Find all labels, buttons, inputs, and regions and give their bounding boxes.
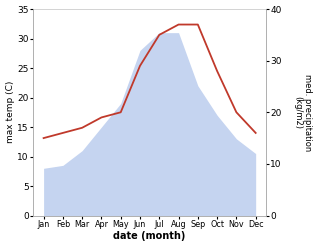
Y-axis label: med. precipitation
(kg/m2): med. precipitation (kg/m2) [293,74,313,151]
Y-axis label: max temp (C): max temp (C) [5,81,15,144]
X-axis label: date (month): date (month) [114,231,186,242]
